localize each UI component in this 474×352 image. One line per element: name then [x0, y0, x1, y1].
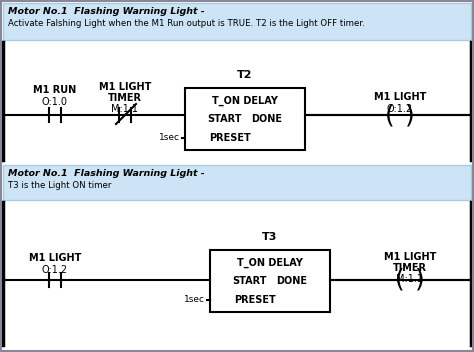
Text: T2: T2 — [237, 70, 253, 80]
Text: M1 LIGHT: M1 LIGHT — [99, 82, 151, 92]
Text: M1 LIGHT: M1 LIGHT — [374, 92, 426, 102]
Text: T_ON DELAY: T_ON DELAY — [237, 258, 303, 268]
Bar — [3, 3, 471, 40]
Text: O:1.2: O:1.2 — [387, 104, 413, 114]
Text: ): ) — [405, 103, 415, 127]
Text: ): ) — [415, 268, 425, 292]
Text: START: START — [233, 276, 267, 286]
Text: T_ON DELAY: T_ON DELAY — [212, 96, 278, 106]
Text: PRESET: PRESET — [209, 133, 251, 143]
Text: M:1.1: M:1.1 — [111, 104, 138, 114]
Text: Activate Falshing Light when the M1 Run output is TRUE. T2 is the Light OFF time: Activate Falshing Light when the M1 Run … — [8, 19, 365, 28]
Bar — [3, 165, 471, 200]
Text: O:1.0: O:1.0 — [42, 97, 68, 107]
Text: M1 RUN: M1 RUN — [33, 85, 77, 95]
Text: DONE: DONE — [252, 114, 283, 124]
Text: 1sec: 1sec — [159, 133, 180, 143]
Bar — [185, 88, 305, 150]
Text: 1sec: 1sec — [184, 295, 205, 304]
Text: O:1.2: O:1.2 — [42, 265, 68, 275]
Text: T3: T3 — [262, 232, 278, 242]
Text: T3 is the Light ON timer: T3 is the Light ON timer — [8, 181, 111, 190]
Text: (: ( — [385, 103, 395, 127]
Text: TIMER: TIMER — [108, 93, 142, 103]
Text: (: ( — [395, 268, 405, 292]
Text: PRESET: PRESET — [234, 295, 276, 305]
Text: DONE: DONE — [276, 276, 308, 286]
Text: M:1.1: M:1.1 — [396, 274, 423, 284]
Text: Motor No.1  Flashing Warning Light -: Motor No.1 Flashing Warning Light - — [8, 169, 205, 178]
Text: M1 LIGHT: M1 LIGHT — [384, 252, 436, 262]
Text: TIMER: TIMER — [393, 263, 427, 273]
Text: START: START — [208, 114, 242, 124]
Text: M1 LIGHT: M1 LIGHT — [29, 253, 81, 263]
Bar — [210, 250, 330, 312]
Text: Motor No.1  Flashing Warning Light -: Motor No.1 Flashing Warning Light - — [8, 7, 205, 16]
